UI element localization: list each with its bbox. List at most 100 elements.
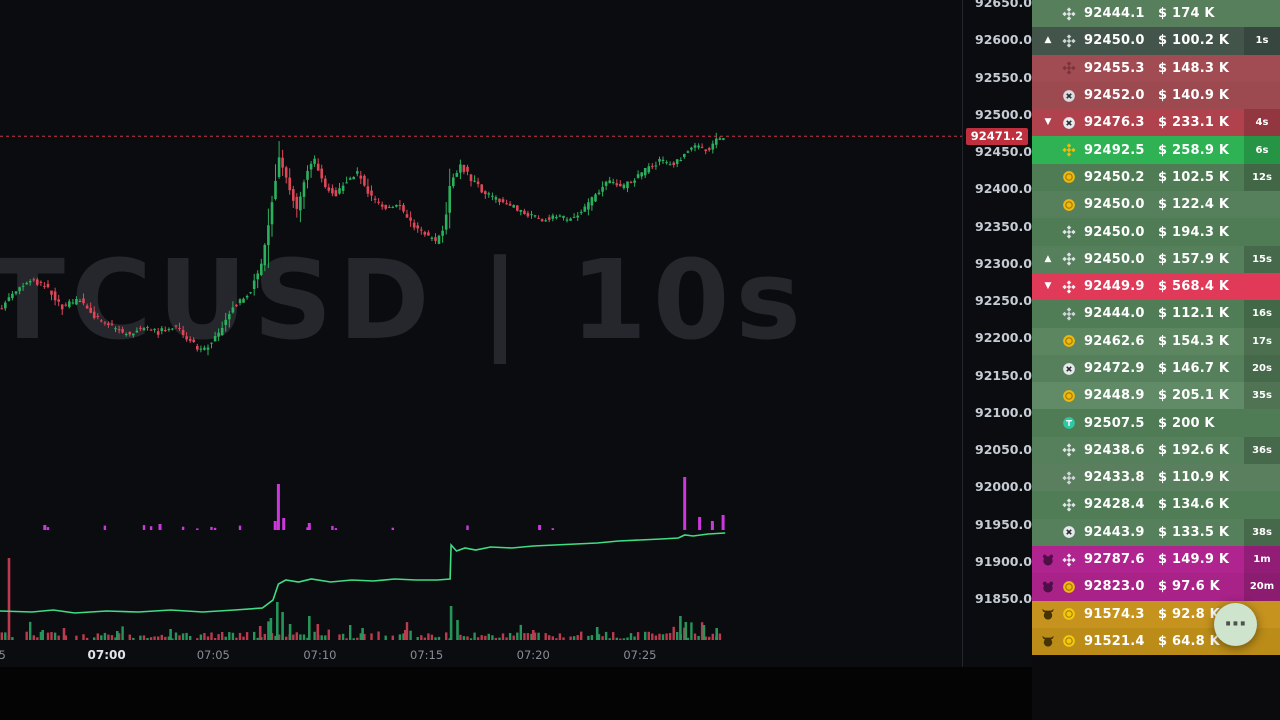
chevron-up-icon: ▲	[1044, 253, 1052, 264]
trade-row[interactable]: ▼ 92449.9 $ 568.4 K	[1032, 272, 1280, 301]
exchange-icon-slot	[1058, 34, 1080, 48]
trade-row[interactable]: 92507.5 $ 200 K	[1032, 409, 1280, 437]
trade-price: 92492.5	[1084, 142, 1145, 158]
price-axis-label: 92650.0	[975, 0, 1032, 10]
tether-icon	[1063, 417, 1075, 429]
time-axis-label: 07:10	[303, 648, 337, 662]
row-lead-slot	[1038, 580, 1058, 594]
trade-amount: $ 97.6 K	[1158, 579, 1220, 595]
binance-icon	[1062, 443, 1076, 457]
price-axis-label: 92400.0	[975, 181, 1032, 197]
exchange-icon-slot	[1058, 498, 1080, 512]
chart-plot-area[interactable]: TCUSD | 10s	[0, 0, 962, 668]
binance-icon	[1062, 252, 1076, 266]
coin-icon	[1063, 171, 1075, 184]
trade-row[interactable]: 92452.0 $ 140.9 K	[1032, 81, 1280, 110]
exchange-icon-slot	[1058, 471, 1080, 485]
trade-row[interactable]: 92444.0 $ 112.1 K 16s	[1032, 300, 1280, 328]
trade-row[interactable]: ▼ 92476.3 $ 233.1 K 4s	[1032, 109, 1280, 137]
exchange-icon-slot	[1058, 607, 1080, 621]
trade-amount: $ 157.9 K	[1158, 251, 1230, 267]
price-axis-label: 92550.0	[975, 69, 1032, 85]
time-axis-label: 07:15	[410, 648, 444, 662]
trade-amount: $ 64.8 K	[1158, 633, 1220, 649]
trade-row[interactable]: ▲ 92450.0 $ 100.2 K 1s	[1032, 27, 1280, 55]
trade-age	[1244, 191, 1280, 218]
binance-icon	[1062, 225, 1076, 239]
trade-row[interactable]: 92492.5 $ 258.9 K 6s	[1032, 136, 1280, 164]
exchange-icon-slot	[1058, 143, 1080, 157]
bear-icon	[1042, 581, 1054, 593]
exchange-icon-slot	[1058, 307, 1080, 321]
exchange-icon-slot	[1058, 389, 1080, 403]
trade-row[interactable]: 92787.6 $ 149.9 K 1m	[1032, 545, 1280, 574]
trade-age: 35s	[1244, 382, 1280, 410]
exchange-icon-slot	[1058, 280, 1080, 294]
trade-price: 92823.0	[1084, 579, 1145, 595]
trade-price: 92433.8	[1084, 470, 1145, 486]
trade-age	[1244, 491, 1280, 518]
coin-icon	[1063, 335, 1075, 348]
exchange-icon-slot	[1058, 334, 1080, 348]
trade-price: 92450.0	[1084, 224, 1145, 240]
time-axis[interactable]: 5 07:00 07:05 07:10 07:15 07:20 07:25	[0, 644, 962, 668]
trade-age	[1244, 82, 1280, 109]
trade-row[interactable]: ▲ 92450.0 $ 157.9 K 15s	[1032, 245, 1280, 273]
trade-row[interactable]: 92450.0 $ 122.4 K	[1032, 191, 1280, 219]
trade-amount: $ 134.6 K	[1158, 497, 1230, 513]
row-lead-slot: ▲	[1038, 253, 1058, 264]
exchange-icon-slot	[1058, 416, 1080, 430]
price-axis[interactable]: 92471.2 92650.0 92600.0 92550.0 92500.0 9245…	[962, 0, 1032, 720]
exchange-icon-slot	[1058, 116, 1080, 130]
trade-row[interactable]: 92450.2 $ 102.5 K 12s	[1032, 163, 1280, 192]
trade-amount: $ 174 K	[1158, 6, 1215, 22]
trade-price: 92455.3	[1084, 60, 1145, 76]
trade-price: 92472.9	[1084, 361, 1145, 376]
trade-amount: $ 233.1 K	[1158, 115, 1230, 131]
trade-price: 92444.1	[1084, 6, 1145, 22]
trade-row[interactable]: 92823.0 $ 97.6 K 20m	[1032, 573, 1280, 601]
trade-row[interactable]: 92462.6 $ 154.3 K 17s	[1032, 327, 1280, 355]
binance-icon	[1062, 280, 1076, 294]
price-axis-label: 92250.0	[975, 293, 1032, 308]
binance-icon	[1062, 552, 1076, 567]
trade-age	[1244, 464, 1280, 491]
candlestick-chart[interactable]	[0, 0, 962, 668]
row-lead-slot: ▲	[1038, 36, 1058, 45]
trade-row[interactable]: 92444.1 $ 174 K	[1032, 0, 1280, 28]
trade-row[interactable]: 92450.0 $ 194.3 K	[1032, 218, 1280, 246]
trade-amount: $ 102.5 K	[1158, 169, 1230, 185]
current-price-tag: 92471.2	[966, 127, 1028, 145]
x-circle-icon	[1063, 89, 1075, 102]
trade-amount: $ 148.3 K	[1158, 60, 1230, 76]
more-options-button[interactable]: ⋯	[1214, 603, 1257, 646]
trade-amount: $ 133.5 K	[1158, 524, 1230, 540]
price-axis-label: 92500.0	[975, 106, 1032, 122]
binance-icon	[1062, 498, 1076, 512]
trade-row[interactable]: 92428.4 $ 134.6 K	[1032, 491, 1280, 519]
coin-icon	[1063, 581, 1075, 593]
price-axis-label: 92350.0	[975, 218, 1032, 234]
price-axis-label: 91850.0	[975, 591, 1032, 606]
time-axis-label: 07:25	[623, 648, 657, 662]
bottom-strip	[0, 667, 1032, 720]
trade-amount: $ 110.9 K	[1158, 470, 1230, 486]
trade-price: 92507.5	[1084, 415, 1145, 431]
trade-row[interactable]: 92448.9 $ 205.1 K 35s	[1032, 382, 1280, 410]
bear-icon	[1042, 554, 1054, 566]
row-lead-slot: ▼	[1038, 118, 1058, 127]
coin-icon	[1063, 608, 1075, 621]
trade-row[interactable]: 92443.9 $ 133.5 K 38s	[1032, 518, 1280, 546]
price-axis-label: 91950.0	[975, 516, 1032, 532]
trade-age: 12s	[1244, 163, 1280, 192]
trade-row[interactable]: 92438.6 $ 192.6 K 36s	[1032, 436, 1280, 465]
trade-row[interactable]: 92433.8 $ 110.9 K	[1032, 464, 1280, 492]
trade-age	[1244, 409, 1280, 436]
trade-row[interactable]: 92455.3 $ 148.3 K	[1032, 54, 1280, 82]
trade-amount: $ 192.6 K	[1158, 442, 1230, 458]
trade-price: 92448.9	[1084, 388, 1145, 404]
trade-amount: $ 92.8 K	[1158, 606, 1220, 622]
trade-price: 92449.9	[1084, 279, 1145, 295]
trade-row[interactable]: 92472.9 $ 146.7 K 20s	[1032, 354, 1280, 383]
exchange-icon-slot	[1058, 225, 1080, 239]
